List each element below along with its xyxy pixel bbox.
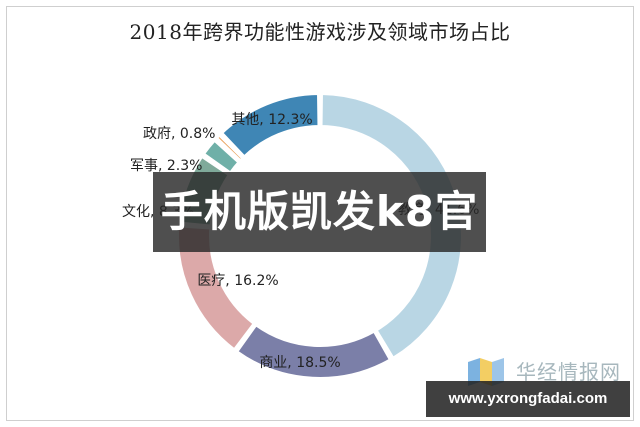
pie-slice-4 <box>202 139 240 174</box>
slice-label-1: 商业, 18.5% <box>259 355 340 371</box>
slice-label-6: 其他, 12.3% <box>231 112 312 128</box>
slice-label-4: 军事, 2.3% <box>130 158 202 174</box>
pie-slice-1 <box>236 324 392 379</box>
pie-slice-5 <box>215 134 244 162</box>
promo-banner-text: 手机版凯发k8官方 <box>160 187 479 316</box>
watermark-logo-icon <box>468 358 504 386</box>
watermark-text: 华经情报网 <box>516 360 621 384</box>
url-banner-text: www.yxrongfadai.com <box>448 390 608 407</box>
slice-label-5: 政府, 0.8% <box>143 126 215 142</box>
chart-title: 2018年跨界功能性游戏涉及领域市场占比 <box>129 20 511 44</box>
slice-label-2: 医疗, 16.2% <box>197 273 278 289</box>
pie-slice-6 <box>220 92 320 158</box>
promo-banner-background <box>153 172 486 252</box>
pie-slice-0 <box>320 92 463 360</box>
url-banner-background <box>426 381 630 417</box>
